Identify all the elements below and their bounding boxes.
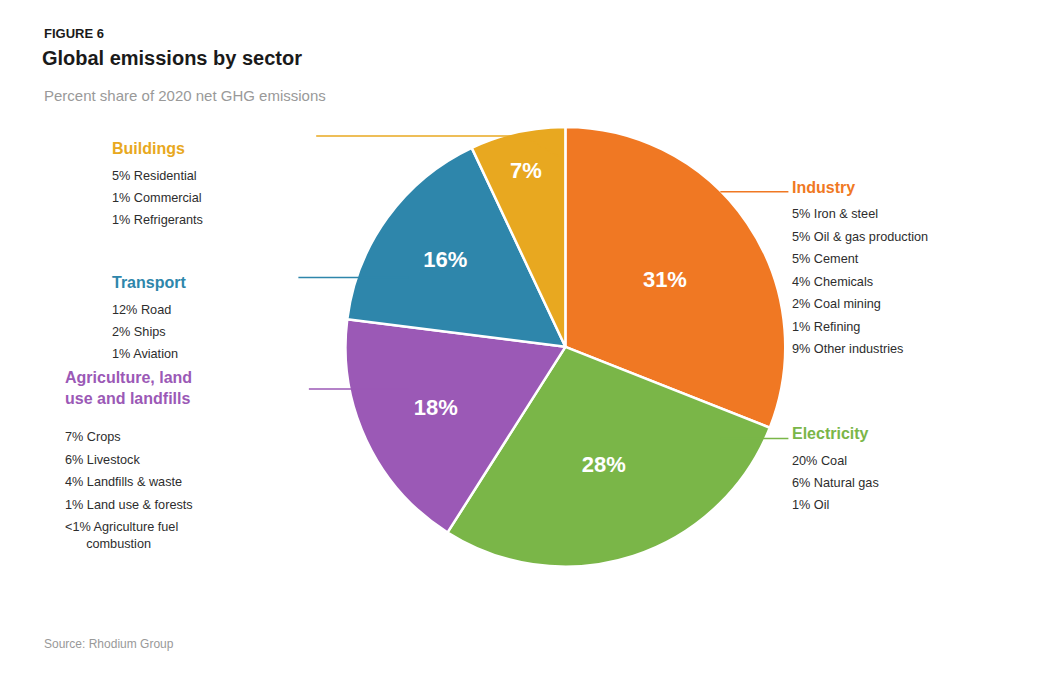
svg-text:Percent share of 2020 net GHG: Percent share of 2020 net GHG emissions bbox=[44, 87, 326, 104]
svg-text:9% Other industries: 9% Other industries bbox=[792, 342, 903, 356]
svg-text:4% Chemicals: 4% Chemicals bbox=[792, 275, 873, 289]
svg-text:6% Livestock: 6% Livestock bbox=[65, 453, 140, 467]
svg-text:1% Refrigerants: 1% Refrigerants bbox=[112, 213, 203, 227]
svg-text:Transport: Transport bbox=[112, 274, 186, 291]
svg-text:Industry: Industry bbox=[792, 179, 855, 196]
svg-text:Electricity: Electricity bbox=[792, 425, 869, 442]
svg-text:1% Aviation: 1% Aviation bbox=[112, 347, 178, 361]
svg-text:Source: Rhodium Group: Source: Rhodium Group bbox=[44, 637, 174, 651]
svg-text:12% Road: 12% Road bbox=[112, 303, 171, 317]
svg-text:31%: 31% bbox=[643, 267, 687, 292]
svg-text:7% Crops: 7% Crops bbox=[65, 430, 121, 444]
svg-text:5% Cement: 5% Cement bbox=[792, 252, 859, 266]
svg-text:7%: 7% bbox=[510, 158, 542, 183]
svg-text:5% Oil & gas production: 5% Oil & gas production bbox=[792, 230, 928, 244]
svg-text:Agriculture, landuse and landf: Agriculture, landuse and landfills bbox=[65, 369, 192, 407]
svg-text:<1% Agriculture fuel comb: <1% Agriculture fuel combustion bbox=[65, 520, 178, 551]
svg-text:5% Residential: 5% Residential bbox=[112, 169, 197, 183]
svg-text:1% Land use & forests: 1% Land use & forests bbox=[65, 498, 193, 512]
svg-text:FIGURE 6: FIGURE 6 bbox=[44, 26, 104, 41]
svg-text:1% Oil: 1% Oil bbox=[792, 498, 829, 512]
svg-text:1% Refining: 1% Refining bbox=[792, 320, 860, 334]
svg-text:Global emissions by sector: Global emissions by sector bbox=[42, 47, 302, 69]
svg-text:2% Coal mining: 2% Coal mining bbox=[792, 297, 881, 311]
svg-text:4% Landfills & waste: 4% Landfills & waste bbox=[65, 475, 182, 489]
svg-text:16%: 16% bbox=[423, 247, 467, 272]
svg-text:18%: 18% bbox=[414, 395, 458, 420]
svg-text:28%: 28% bbox=[582, 452, 626, 477]
svg-text:2% Ships: 2% Ships bbox=[112, 325, 166, 339]
svg-text:6% Natural gas: 6% Natural gas bbox=[792, 476, 879, 490]
svg-text:20% Coal: 20% Coal bbox=[792, 454, 847, 468]
svg-text:5% Iron & steel: 5% Iron & steel bbox=[792, 207, 878, 221]
svg-text:1% Commercial: 1% Commercial bbox=[112, 191, 202, 205]
svg-text:Buildings: Buildings bbox=[112, 140, 185, 157]
